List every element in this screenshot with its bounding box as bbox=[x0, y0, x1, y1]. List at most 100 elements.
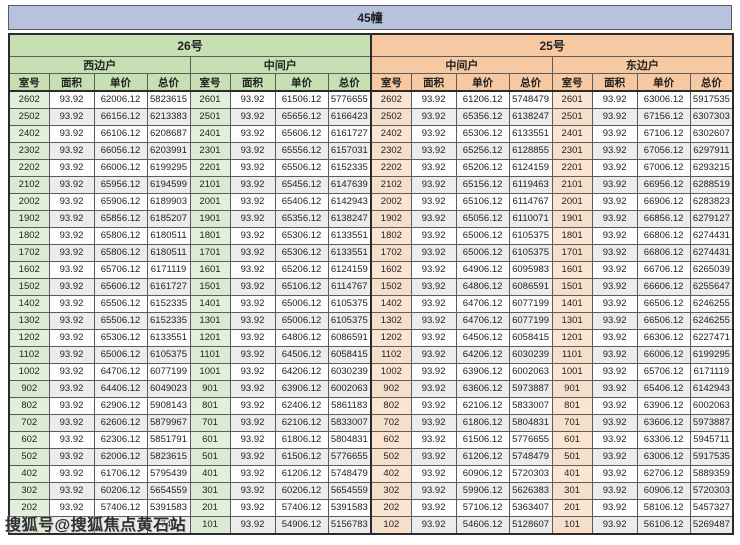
cell-area: 93.92 bbox=[229, 346, 276, 364]
cell-room: 702 bbox=[370, 414, 412, 432]
cell-total-price: 6002063 bbox=[327, 380, 372, 398]
cell-total-price: 6297911 bbox=[689, 142, 734, 160]
cell-area: 93.92 bbox=[591, 380, 638, 398]
cell-room: 501 bbox=[189, 448, 231, 466]
cell-room: 2202 bbox=[8, 159, 50, 177]
cell-total-price: 6180511 bbox=[146, 227, 191, 245]
cell-unit-price: 54906.12 bbox=[274, 516, 329, 535]
cell-unit-price: 61806.12 bbox=[455, 414, 510, 432]
cell-room: 1502 bbox=[370, 278, 412, 296]
cell-area: 93.92 bbox=[48, 346, 95, 364]
cell-unit-price: 66156.12 bbox=[93, 108, 148, 126]
cell-area: 93.92 bbox=[410, 244, 457, 262]
cell-room: 2201 bbox=[551, 159, 593, 177]
cell-unit-price: 65106.12 bbox=[274, 278, 329, 296]
cell-room: 1602 bbox=[8, 261, 50, 279]
cell-unit-price: 60206.12 bbox=[93, 482, 148, 500]
cell-area: 93.92 bbox=[591, 261, 638, 279]
cell-room: 2201 bbox=[189, 159, 231, 177]
cell-area: 93.92 bbox=[410, 397, 457, 415]
cell-total-price: 5851791 bbox=[146, 431, 191, 449]
table-row: 1302 93.92 65506.12 6152335 1301 93.92 65006.1… bbox=[8, 312, 734, 330]
cell-room: 1801 bbox=[551, 227, 593, 245]
cell-room: 902 bbox=[8, 380, 50, 398]
cell-total-price: 6161727 bbox=[146, 278, 191, 296]
cell-unit-price: 65006.12 bbox=[455, 244, 510, 262]
cell-area: 93.92 bbox=[591, 125, 638, 143]
cell-unit-price: 65906.12 bbox=[93, 193, 148, 211]
cell-total-price: 5804831 bbox=[508, 414, 553, 432]
cell-unit-price: 65006.12 bbox=[455, 227, 510, 245]
cell-room: 1702 bbox=[370, 244, 412, 262]
cell-total-price: 5391583 bbox=[327, 499, 372, 517]
cell-area: 93.92 bbox=[410, 431, 457, 449]
cell-area: 93.92 bbox=[410, 176, 457, 194]
cell-room: 2301 bbox=[189, 142, 231, 160]
col-header-room: 室号 bbox=[8, 73, 50, 92]
cell-room: 602 bbox=[370, 431, 412, 449]
cell-total-price: 6030239 bbox=[327, 363, 372, 381]
table-row: 1202 93.92 65306.12 6133551 1201 93.92 64806.1… bbox=[8, 329, 734, 347]
cell-total-price: 6105375 bbox=[146, 346, 191, 364]
cell-room: 1001 bbox=[551, 363, 593, 381]
cell-total-price: 5156783 bbox=[327, 516, 372, 535]
unit-type-header: 中间户 bbox=[370, 56, 553, 74]
cell-room: 1402 bbox=[370, 295, 412, 313]
cell-total-price: 6086591 bbox=[327, 329, 372, 347]
cell-unit-price bbox=[93, 516, 148, 535]
cell-area: 93.92 bbox=[410, 108, 457, 126]
cell-area: 93.92 bbox=[229, 108, 276, 126]
cell-unit-price: 65206.12 bbox=[274, 261, 329, 279]
cell-unit-price: 63906.12 bbox=[455, 363, 510, 381]
cell-area: 93.92 bbox=[410, 90, 457, 109]
cell-area: 93.92 bbox=[591, 465, 638, 483]
cell-area: 93.92 bbox=[591, 312, 638, 330]
cell-area: 93.92 bbox=[48, 380, 95, 398]
cell-unit-price: 67056.12 bbox=[636, 142, 691, 160]
cell-unit-price: 66956.12 bbox=[636, 176, 691, 194]
cell-total-price: 5654559 bbox=[146, 482, 191, 500]
cell-total-price: 5973887 bbox=[689, 414, 734, 432]
cell-unit-price: 65706.12 bbox=[636, 363, 691, 381]
cell-room: 302 bbox=[370, 482, 412, 500]
cell-total-price: 6110071 bbox=[508, 210, 553, 228]
cell-total-price: 5833007 bbox=[327, 414, 372, 432]
cell-area: 93.92 bbox=[410, 329, 457, 347]
cell-unit-price: 67156.12 bbox=[636, 108, 691, 126]
cell-unit-price: 64206.12 bbox=[274, 363, 329, 381]
cell-total-price: 6138247 bbox=[327, 210, 372, 228]
cell-area: 93.92 bbox=[410, 414, 457, 432]
cell-room: 1901 bbox=[189, 210, 231, 228]
cell-area: 93.92 bbox=[229, 90, 276, 109]
cell-area: 93.92 bbox=[229, 448, 276, 466]
cell-total-price: 6105375 bbox=[327, 312, 372, 330]
cell-total-price: 743 bbox=[146, 516, 191, 535]
cell-total-price: 6246255 bbox=[689, 312, 734, 330]
cell-total-price: 6189903 bbox=[146, 193, 191, 211]
cell-room: 402 bbox=[8, 465, 50, 483]
cell-area: 93.92 bbox=[591, 516, 638, 535]
cell-area: 93.92 bbox=[48, 363, 95, 381]
cell-room: 902 bbox=[370, 380, 412, 398]
cell-room: 1401 bbox=[551, 295, 593, 313]
cell-area: 93.92 bbox=[591, 244, 638, 262]
cell-room: 2501 bbox=[551, 108, 593, 126]
cell-room: 2601 bbox=[189, 90, 231, 109]
cell-room: 901 bbox=[551, 380, 593, 398]
cell-area: 93.92 bbox=[591, 295, 638, 313]
cell-area: 93.92 bbox=[229, 159, 276, 177]
col-header-total-price: 总价 bbox=[689, 73, 734, 92]
cell-area: 93.92 bbox=[48, 295, 95, 313]
cell-total-price: 5654559 bbox=[327, 482, 372, 500]
cell-room: 202 bbox=[370, 499, 412, 517]
cell-total-price: 6274431 bbox=[689, 227, 734, 245]
cell-total-price: 6133551 bbox=[146, 329, 191, 347]
cell-unit-price: 66006.12 bbox=[636, 346, 691, 364]
table-row: 202 93.92 57406.12 5391583 201 93.92 57406.12 5… bbox=[8, 499, 734, 517]
cell-room: 2101 bbox=[551, 176, 593, 194]
cell-total-price: 6030239 bbox=[508, 346, 553, 364]
cell-room: 1701 bbox=[189, 244, 231, 262]
cell-area: 93.92 bbox=[229, 499, 276, 517]
col-header-total-price: 总价 bbox=[508, 73, 553, 92]
table-row: 1602 93.92 65706.12 6171119 1601 93.92 65206.1… bbox=[8, 261, 734, 279]
